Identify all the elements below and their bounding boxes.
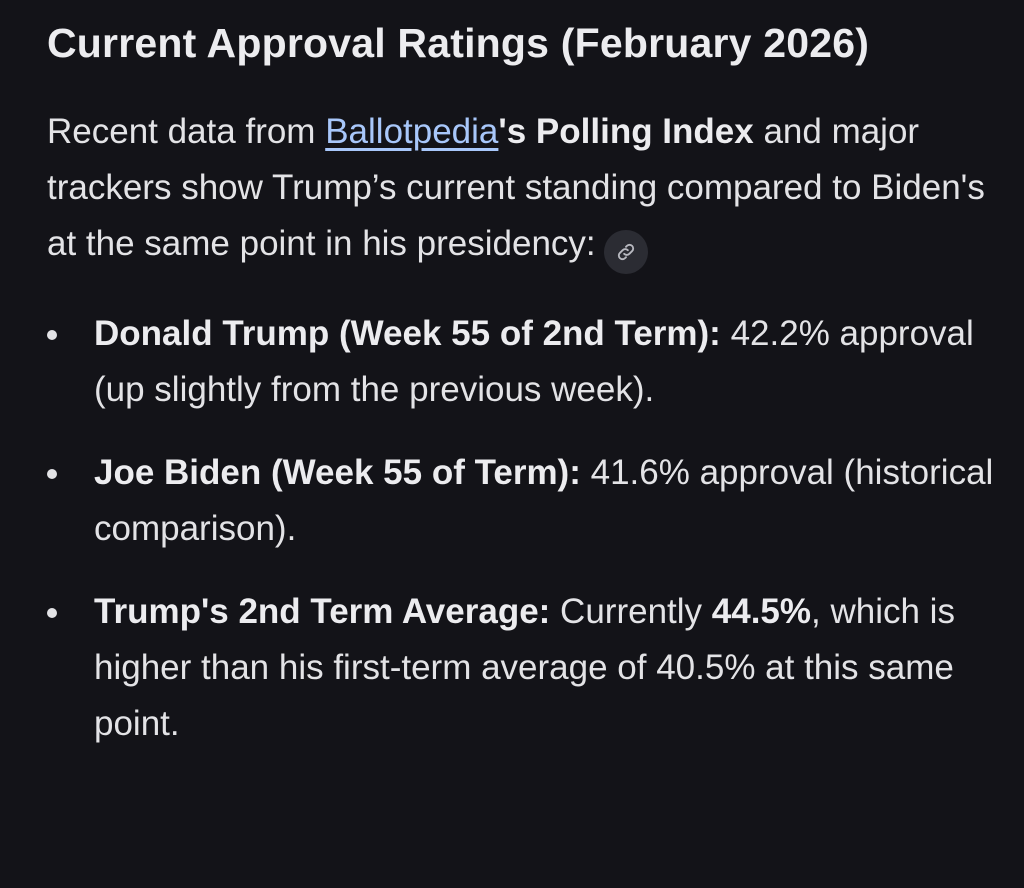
- bullet-dot: [47, 469, 57, 479]
- intro-bold: 's Polling Index: [498, 112, 754, 151]
- list-item-trump-week55: Donald Trump (Week 55 of 2nd Term): 42.2…: [47, 306, 997, 418]
- bullet-text-before: Currently: [550, 592, 712, 631]
- bullet-label: Donald Trump (Week 55 of 2nd Term):: [94, 314, 721, 353]
- bullet-text: 41.6% approval (historical comparison).: [94, 453, 994, 548]
- list-item-trump-average: Trump's 2nd Term Average: Currently 44.5…: [47, 584, 997, 752]
- bullet-text: 42.2% approval (up slightly from the pre…: [94, 314, 974, 409]
- intro-suffix: and major trackers show Trump’s current …: [47, 112, 985, 263]
- ballotpedia-link[interactable]: Ballotpedia: [325, 112, 499, 151]
- list-item-biden-week55: Joe Biden (Week 55 of Term): 41.6% appro…: [47, 445, 997, 557]
- bullet-dot: [47, 330, 57, 340]
- response-content: Current Approval Ratings (February 2026)…: [47, 14, 997, 779]
- link-icon: [617, 243, 634, 261]
- bullet-label: Joe Biden (Week 55 of Term):: [94, 453, 581, 492]
- approval-list: Donald Trump (Week 55 of 2nd Term): 42.2…: [47, 306, 997, 752]
- bullet-emphasis: 44.5%: [711, 592, 812, 631]
- bullet-text-after: , which is higher than his first-term av…: [94, 592, 955, 743]
- intro-prefix: Recent data from: [47, 112, 326, 151]
- bullet-label: Trump's 2nd Term Average:: [94, 592, 551, 631]
- bullet-dot: [47, 608, 57, 618]
- citation-link-button[interactable]: [603, 230, 648, 274]
- intro-paragraph: Recent data from Ballotpedia's Polling I…: [47, 104, 997, 274]
- section-heading: Current Approval Ratings (February 2026): [47, 20, 870, 66]
